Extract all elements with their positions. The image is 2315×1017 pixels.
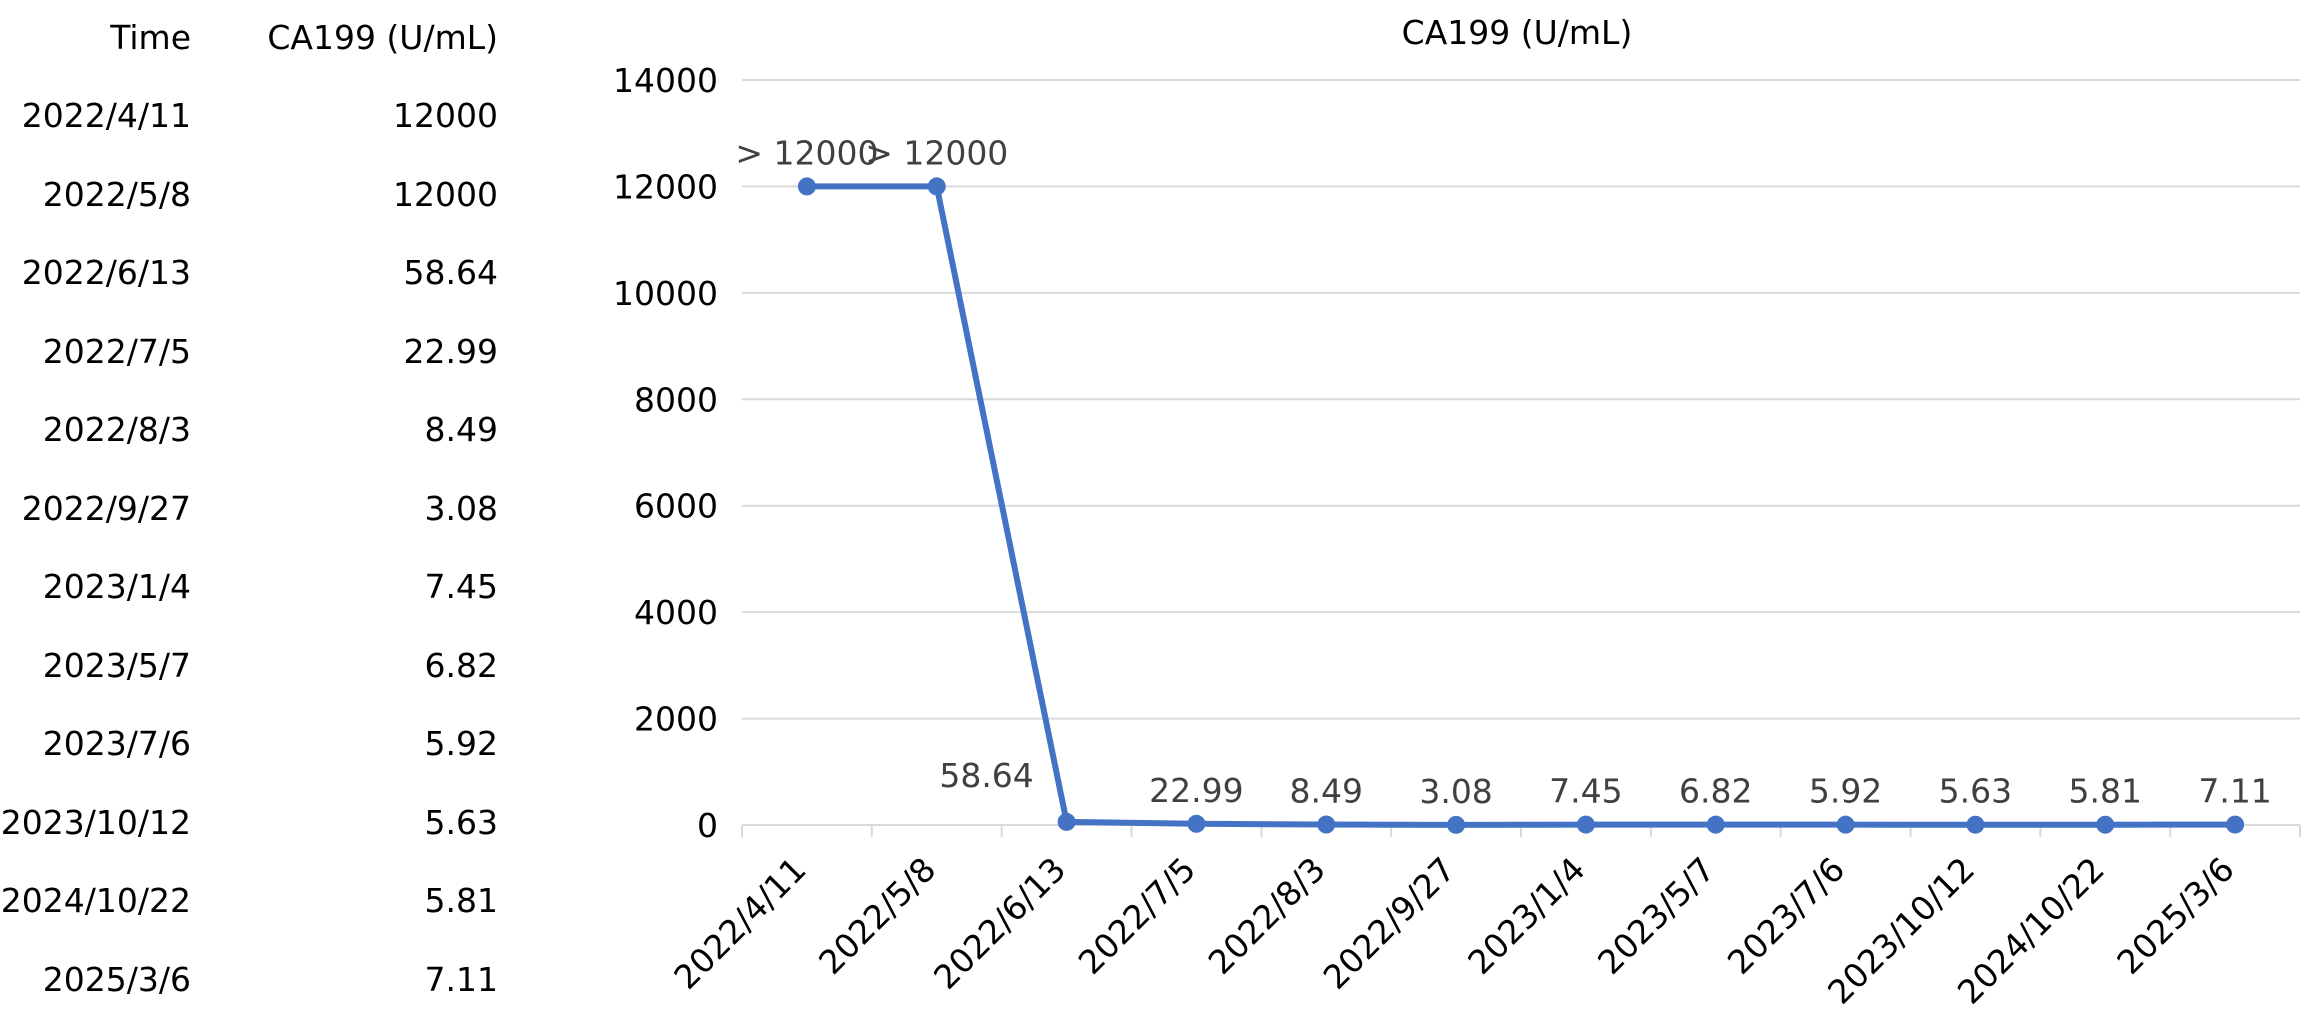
table-cell-time: 2023/1/4 bbox=[42, 567, 191, 606]
data-point bbox=[1317, 815, 1336, 834]
table-cell-time: 2022/4/11 bbox=[21, 96, 191, 135]
data-label: 6.82 bbox=[1679, 772, 1752, 811]
data-label: > 12000 bbox=[865, 133, 1008, 172]
data-label: 7.45 bbox=[1549, 772, 1622, 811]
data-label: 58.64 bbox=[939, 756, 1033, 795]
data-label: > 12000 bbox=[735, 133, 878, 172]
data-point bbox=[1057, 812, 1076, 831]
x-tick-label: 2022/4/11 bbox=[666, 850, 813, 997]
y-tick-label: 6000 bbox=[634, 487, 718, 526]
data-label: 22.99 bbox=[1149, 771, 1243, 810]
table-header-value: CA199 (U/mL) bbox=[267, 18, 498, 57]
table-cell-time: 2022/9/27 bbox=[21, 488, 191, 528]
data-point bbox=[1836, 815, 1855, 834]
table-cell-value: 5.63 bbox=[424, 802, 498, 842]
y-tick-label: 8000 bbox=[634, 380, 718, 419]
x-tick-label: 2025/3/6 bbox=[2109, 850, 2241, 982]
chart-title: CA199 (U/mL) bbox=[1402, 13, 1633, 52]
data-point bbox=[797, 177, 816, 196]
data-point bbox=[1966, 815, 1985, 834]
y-tick-label: 10000 bbox=[613, 274, 718, 313]
series-group bbox=[797, 177, 2245, 834]
x-tick-label: 2022/9/27 bbox=[1316, 850, 1463, 997]
x-tick-label: 2022/6/13 bbox=[926, 850, 1073, 997]
y-tick-label: 14000 bbox=[613, 61, 718, 100]
x-tick-label: 2022/7/5 bbox=[1071, 850, 1203, 982]
table-header-time: Time bbox=[110, 18, 191, 57]
data-point bbox=[2226, 815, 2245, 834]
data-table: Time CA199 (U/mL) 2022/4/11 12000 2022/5/8 12… bbox=[0, 0, 520, 1017]
y-tick-label: 12000 bbox=[613, 167, 718, 206]
table-cell-value: 3.08 bbox=[424, 488, 498, 528]
table-cell-value: 6.82 bbox=[424, 645, 498, 685]
gridlines bbox=[741, 79, 2301, 837]
x-tick-label: 2023/7/6 bbox=[1720, 850, 1852, 982]
data-point bbox=[2096, 815, 2115, 834]
table-cell-value: 12000 bbox=[393, 174, 498, 214]
data-label: 3.08 bbox=[1419, 772, 1492, 811]
table-cell-value: 8.49 bbox=[424, 410, 498, 449]
table-cell-value: 7.11 bbox=[424, 959, 498, 999]
table-cell-time: 2023/7/6 bbox=[42, 724, 191, 763]
y-tick-label: 2000 bbox=[634, 700, 718, 739]
x-tick-label: 2023/5/7 bbox=[1590, 850, 1722, 982]
data-labels: > 12000> 12000 58.64 22.99 8.49 3.08 7.45 6.82… bbox=[735, 133, 2271, 810]
data-label: 8.49 bbox=[1290, 772, 1363, 811]
data-point bbox=[1576, 815, 1595, 834]
table-cell-time: 2022/7/5 bbox=[42, 331, 191, 371]
x-tick-label: 2022/5/8 bbox=[811, 850, 943, 982]
data-label: 5.92 bbox=[1809, 772, 1882, 811]
data-label: 5.63 bbox=[1939, 772, 2012, 811]
table-cell-value: 5.92 bbox=[424, 724, 498, 763]
y-tick-label: 0 bbox=[697, 806, 718, 845]
data-point bbox=[1187, 814, 1206, 833]
series-line bbox=[806, 183, 2236, 828]
data-label: 7.11 bbox=[2198, 772, 2271, 811]
data-label: 5.81 bbox=[2069, 772, 2142, 811]
table-cell-value: 5.81 bbox=[424, 881, 498, 920]
x-tick-label: 2022/8/3 bbox=[1201, 850, 1333, 982]
table-cell-time: 2025/3/6 bbox=[42, 959, 191, 999]
y-axis-tick-labels: 0 2000 4000 6000 8000 10000 12000 14000 bbox=[613, 61, 718, 845]
table-cell-time: 2023/5/7 bbox=[42, 645, 191, 685]
table-cell-value: 7.45 bbox=[424, 567, 498, 606]
data-point bbox=[927, 177, 946, 196]
x-tick-label: 2023/1/4 bbox=[1460, 850, 1592, 982]
table-cell-value: 58.64 bbox=[403, 253, 498, 292]
y-tick-label: 4000 bbox=[634, 593, 718, 632]
table-cell-time: 2022/8/3 bbox=[42, 410, 191, 449]
table-cell-time: 2023/10/12 bbox=[0, 802, 191, 842]
table-cell-value: 12000 bbox=[393, 96, 498, 135]
table-cell-time: 2022/5/8 bbox=[42, 174, 191, 214]
table-cell-time: 2022/6/13 bbox=[21, 253, 191, 292]
table-cell-value: 22.99 bbox=[403, 331, 498, 371]
data-point bbox=[1447, 815, 1466, 834]
x-axis-tick-labels: 2022/4/112022/5/82022/6/132022/7/52022/8… bbox=[666, 850, 2241, 1012]
data-point bbox=[1706, 815, 1725, 834]
table-cell-time: 2024/10/22 bbox=[0, 881, 191, 920]
